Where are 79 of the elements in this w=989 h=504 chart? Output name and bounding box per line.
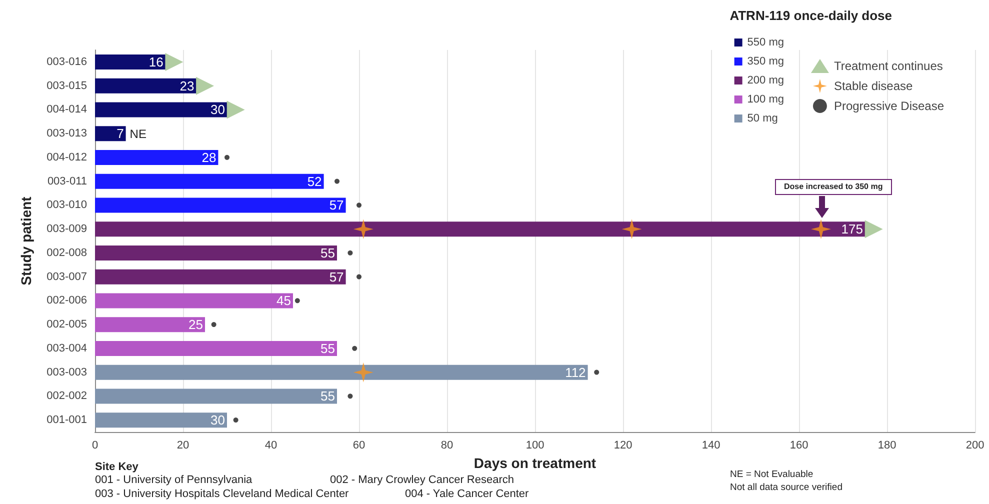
y-tick-label: 001-001	[46, 414, 87, 426]
y-tick-label: 003-004	[46, 342, 87, 354]
legend-label: 200 mg	[747, 74, 784, 86]
y-tick-label: 003-003	[46, 366, 87, 378]
annotation: NE	[130, 126, 146, 141]
text: Site Key	[95, 461, 138, 473]
bar	[95, 150, 218, 165]
y-tick-label: 002-002	[46, 390, 87, 402]
bar	[95, 78, 196, 94]
bar	[95, 245, 337, 260]
x-tick-label: 0	[92, 440, 98, 452]
data-label: 55	[320, 340, 335, 356]
data-label: 23	[180, 78, 194, 94]
bar	[95, 317, 205, 332]
x-tick-label: 180	[878, 440, 896, 452]
data-label: 16	[148, 54, 164, 70]
bar	[95, 222, 865, 237]
legend-label: 100 mg	[747, 94, 784, 106]
y-tick-label: 002-005	[46, 318, 87, 331]
y-tick-label: 004-012	[46, 151, 87, 164]
data-label: 45	[276, 293, 291, 308]
data-label: 57	[329, 198, 344, 213]
legend-label: Stable disease	[834, 79, 913, 93]
x-tick-label: 100	[526, 440, 544, 452]
data-label: 28	[202, 150, 216, 165]
text: 004 - Yale Cancer Center	[405, 488, 529, 500]
legend-label: 50 mg	[747, 112, 778, 124]
data-label: 30	[210, 412, 225, 428]
bar	[95, 340, 337, 356]
y-tick-label: 004-014	[46, 104, 87, 116]
legend-label: 550 mg	[747, 36, 784, 48]
data-label: 55	[320, 388, 335, 404]
text: NE = Not Evaluable	[730, 469, 814, 480]
text: 001 - University of Pennsylvania	[95, 474, 252, 486]
bar	[95, 388, 337, 404]
text: 002 - Mary Crowley Cancer Research	[330, 474, 514, 486]
x-axis-title: Days on treatment	[474, 454, 596, 471]
x-tick-label: 140	[702, 440, 720, 452]
x-tick-label: 20	[176, 440, 190, 452]
y-tick-label: 003-011	[47, 175, 87, 188]
y-tick-label: 003-010	[46, 199, 87, 212]
bar	[95, 54, 166, 70]
text: Not all data source verified	[730, 482, 842, 493]
x-tick-label: 40	[264, 440, 278, 452]
bar	[95, 364, 588, 380]
text: 003 - University Hospitals Cleveland Medical Center	[95, 488, 349, 500]
x-tick-label: 120	[614, 440, 632, 452]
x-tick-label: 200	[966, 440, 984, 452]
bar	[95, 102, 227, 118]
y-tick-label: 002-008	[46, 246, 87, 259]
data-label: 112	[565, 364, 586, 380]
y-tick-label: 003-007	[46, 270, 87, 283]
x-tick-label: 160	[790, 440, 808, 452]
y-tick-label: 003-015	[46, 80, 87, 92]
bar	[95, 293, 293, 308]
data-label: 7	[116, 126, 124, 142]
data-label: 25	[188, 317, 203, 332]
y-tick-label: 003-009	[46, 223, 87, 236]
y-tick-label: 003-016	[46, 56, 87, 68]
legend-label: 350 mg	[747, 56, 784, 68]
data-label: 57	[329, 269, 344, 284]
bar	[95, 269, 346, 284]
legend-label: Treatment continues	[834, 59, 943, 73]
bar	[95, 412, 227, 428]
bar	[95, 198, 346, 213]
y-axis-title: Study patient	[18, 196, 34, 286]
legend-label: Progressive Disease	[834, 99, 944, 113]
data-label: 175	[841, 222, 863, 237]
bar	[95, 126, 126, 142]
annotation: Dose increased to 350 mg	[775, 179, 892, 195]
x-tick-label: 60	[352, 440, 366, 452]
y-tick-label: 003-013	[46, 128, 87, 140]
data-label: 55	[320, 245, 335, 260]
legend-title: ATRN-119 once-daily dose	[730, 8, 892, 23]
y-tick-label: 002-006	[46, 294, 87, 307]
bar	[95, 174, 324, 189]
data-label: 30	[210, 102, 225, 118]
data-label: 52	[307, 174, 322, 189]
x-tick-label: 80	[440, 440, 454, 452]
